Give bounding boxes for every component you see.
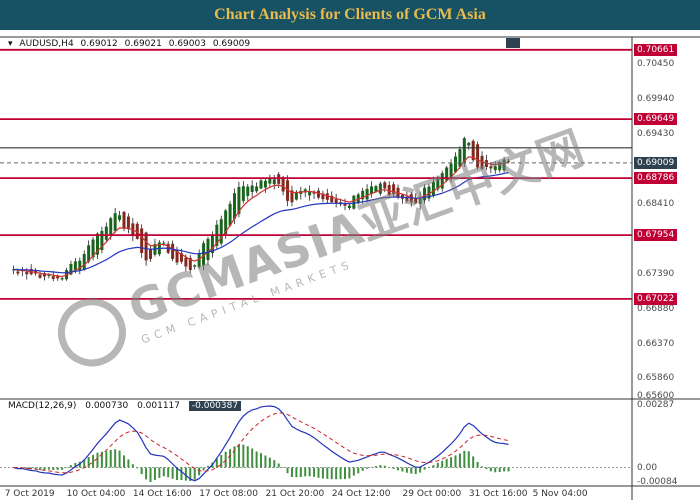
level-price-badge: 0.69649 <box>634 113 678 126</box>
quote-high: 0.69021 <box>124 39 162 49</box>
macd-axis-zero-label: 0.00 <box>637 462 658 473</box>
time-tick-label: 24 Oct 12:00 <box>331 489 391 499</box>
price-tick-label: 0.68410 <box>637 198 675 209</box>
macd-value-signal: 0.001117 <box>137 401 181 411</box>
level-price-badge: 0.67954 <box>634 229 678 242</box>
title-bar: Chart Analysis for Clients of GCM Asia <box>0 0 700 30</box>
time-tick-label: 10 Oct 04:00 <box>66 489 126 499</box>
chart-area: GCMASIA亚汇中文网 GCM CAPITAL MARKETS ▾ AUDUS… <box>0 30 700 500</box>
time-tick-label: 29 Oct 00:00 <box>402 489 462 499</box>
time-tick-label: 17 Oct 08:00 <box>199 489 258 499</box>
time-tick-label: 7 Oct 2019 <box>4 489 55 499</box>
price-tick-label: 0.69430 <box>637 129 675 140</box>
time-tick-label: 21 Oct 20:00 <box>265 489 325 499</box>
quote-low: 0.69003 <box>168 39 206 49</box>
level-price-badge: 0.68786 <box>634 172 678 185</box>
quote-open: 0.69012 <box>80 39 118 49</box>
macd-value-histogram: -0.000387 <box>188 401 242 411</box>
level-price-badge: 0.70661 <box>634 43 678 56</box>
macd-indicator-label: MACD(12,26,9) 0.000730 0.001117 -0.00038… <box>8 401 242 411</box>
quote-line: ▾ AUDUSD,H4 0.69012 0.69021 0.69003 0.69… <box>8 39 254 49</box>
chart-symbol-icon: ▾ <box>8 39 13 49</box>
price-tick-label: 0.69940 <box>637 94 675 105</box>
macd-axis-top-label: 0.00287 <box>637 400 675 410</box>
price-tick-label: 0.70450 <box>637 59 675 70</box>
time-tick-label: 14 Oct 16:00 <box>132 489 192 499</box>
price-tick-label: 0.65600 <box>637 391 675 402</box>
macd-name: MACD <box>8 401 35 411</box>
price-tick-label: 0.66370 <box>637 338 675 349</box>
macd-value-main: 0.000730 <box>85 401 129 411</box>
macd-params: (12,26,9) <box>34 401 77 411</box>
quote-close: 0.69009 <box>212 39 251 49</box>
current-price-badge: 0.69009 <box>634 156 678 169</box>
candlestick-chart[interactable] <box>0 30 700 500</box>
page-title: Chart Analysis for Clients of GCM Asia <box>214 6 486 23</box>
time-tick-label: 31 Oct 16:00 <box>468 489 528 499</box>
time-tick-label: 5 Nov 04:00 <box>532 489 588 499</box>
price-tick-label: 0.67390 <box>637 268 675 279</box>
symbol-timeframe-label: AUDUSD,H4 <box>19 39 74 49</box>
price-tick-label: 0.66880 <box>637 303 675 314</box>
macd-axis-bottom-label: -0.00084 <box>637 477 678 487</box>
chart-shift-marker[interactable] <box>506 38 520 48</box>
price-tick-label: 0.65860 <box>637 373 675 384</box>
level-price-badge: 0.67022 <box>634 292 678 305</box>
